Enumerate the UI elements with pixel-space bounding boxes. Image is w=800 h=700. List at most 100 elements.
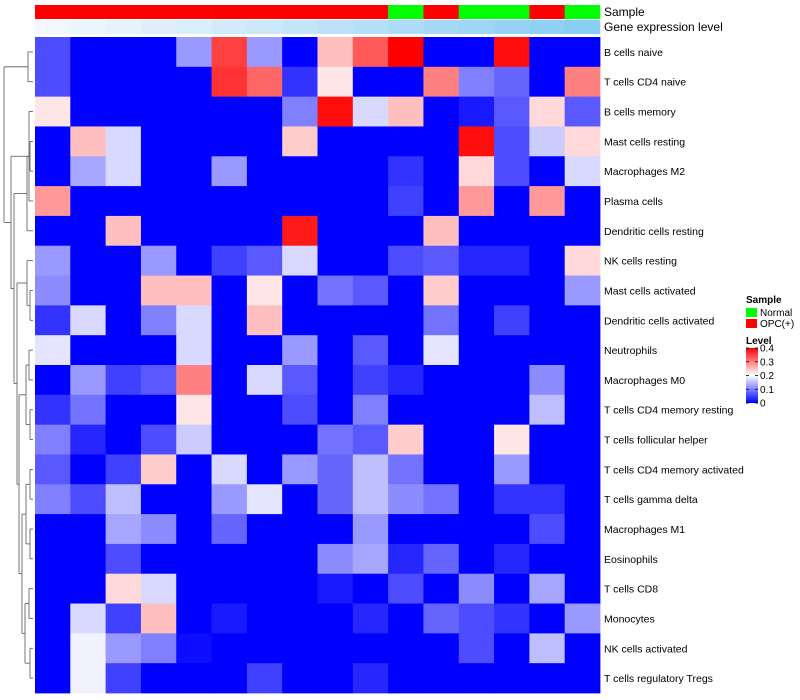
heatmap-cell [564, 424, 601, 455]
heatmap-cell [140, 37, 177, 68]
heatmap-cell [494, 454, 530, 485]
heatmap-cell [564, 275, 601, 306]
heatmap-cell [317, 365, 354, 396]
heatmap-cell [423, 454, 460, 485]
heatmap-cell [140, 484, 177, 515]
row-label: Neutrophils [604, 345, 657, 357]
heatmap-cell [317, 454, 354, 485]
heatmap-cell [317, 573, 354, 604]
heatmap-cell [529, 454, 566, 485]
heatmap-cell [494, 663, 530, 694]
heatmap-cell [35, 335, 71, 366]
heatmap-cell [458, 603, 495, 634]
heatmap-cell [246, 454, 283, 485]
heatmap-cell [70, 335, 107, 366]
heatmap-cell [317, 215, 354, 247]
heatmap-cell [246, 573, 283, 604]
heatmap-cell [35, 37, 71, 68]
sample-annotation-cell [176, 5, 212, 19]
gene-expression-annotation-label: Gene expression level [604, 20, 723, 34]
heatmap-cell [282, 603, 318, 634]
heatmap-cell [423, 305, 460, 336]
sample-annotation-cell [317, 5, 354, 19]
heatmap-cell [494, 484, 530, 515]
heatmap-cell [494, 96, 530, 127]
heatmap-cell [282, 305, 318, 336]
heatmap-cell [352, 543, 389, 575]
heatmap-cell [211, 514, 248, 545]
heatmap-cell [494, 603, 530, 634]
row-label: Mast cells activated [604, 285, 696, 297]
heatmap-cell [564, 37, 601, 68]
heatmap-cell [70, 663, 107, 694]
heatmap-cell [282, 37, 318, 68]
heatmap-cell [458, 484, 495, 515]
heatmap-cell [529, 186, 566, 217]
heatmap-cell [494, 66, 530, 98]
heatmap-cell [105, 484, 142, 515]
heatmap-cell [105, 633, 142, 664]
expression-annotation-cell [176, 20, 212, 34]
heatmap-cell [211, 335, 248, 366]
row-label: Dendritic cells resting [604, 226, 704, 238]
sample-annotation-cell [494, 5, 530, 19]
heatmap-cell [70, 454, 107, 485]
heatmap-cell [282, 186, 318, 217]
row-label: Macrophages M2 [604, 166, 685, 178]
heatmap-cell [140, 394, 177, 426]
heatmap-cell [176, 275, 212, 306]
sample-annotation-cell [211, 5, 248, 19]
heatmap-cell [282, 663, 318, 694]
heatmap-cell [140, 96, 177, 127]
heatmap-cell [176, 96, 212, 127]
heatmap-cell [317, 305, 354, 336]
heatmap-cell [494, 394, 530, 426]
heatmap-cell [458, 96, 495, 127]
heatmap-cell [140, 573, 177, 604]
heatmap-cell [352, 156, 389, 187]
heatmap-cell [388, 335, 424, 366]
heatmap-cell [317, 126, 354, 157]
heatmap-cell [317, 245, 354, 276]
heatmap-cell [35, 215, 71, 247]
heatmap-cell [246, 514, 283, 545]
heatmap-cell [564, 305, 601, 336]
heatmap-cell [458, 335, 495, 366]
heatmap-cell [388, 633, 424, 664]
heatmap-cell [140, 215, 177, 247]
heatmap-cell [282, 394, 318, 426]
heatmap-cell [70, 96, 107, 127]
heatmap-cell [388, 245, 424, 276]
heatmap-cell [105, 543, 142, 575]
row-label: Dendritic cells activated [604, 315, 714, 327]
sample-annotation-cell [70, 5, 106, 19]
heatmap-cell [529, 215, 566, 247]
legend-swatch-opc [746, 319, 757, 328]
heatmap-cell [423, 96, 460, 127]
heatmap-cell [423, 365, 460, 396]
legend-swatch-normal [746, 308, 757, 317]
heatmap-cell [246, 394, 283, 426]
heatmap-cell [140, 126, 177, 157]
heatmap-cell [388, 96, 424, 127]
heatmap-cell [211, 245, 248, 276]
heatmap-cell [70, 394, 107, 426]
heatmap-cell [494, 543, 530, 575]
heatmap-cell [423, 484, 460, 515]
heatmap-cell [564, 543, 601, 575]
heatmap-cell [70, 215, 107, 247]
heatmap-cell [352, 96, 389, 127]
heatmap-cell [246, 603, 283, 634]
heatmap-cell [35, 305, 71, 336]
heatmap-cell [529, 37, 566, 68]
heatmap-cell [176, 126, 212, 157]
heatmap-cell [317, 335, 354, 366]
heatmap-cell [317, 66, 354, 98]
heatmap-cell [282, 156, 318, 187]
heatmap-cell [388, 543, 424, 575]
heatmap-cell [494, 126, 530, 157]
heatmap-cell [35, 126, 71, 157]
heatmap-cell [564, 156, 601, 187]
heatmap-cell [529, 394, 566, 426]
heatmap-cell [140, 335, 177, 366]
